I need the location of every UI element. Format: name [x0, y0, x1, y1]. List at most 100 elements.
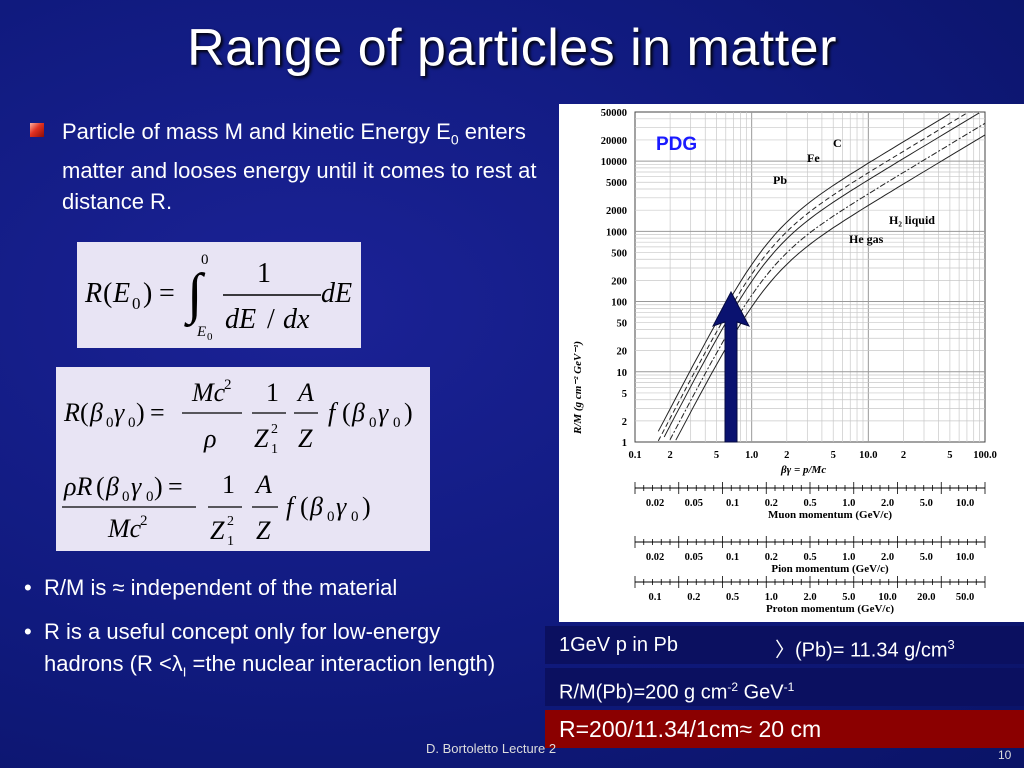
svg-text:0: 0	[207, 331, 213, 343]
momentum-axis-label: Muon momentum (GeV/c)	[768, 509, 892, 521]
curve-h2	[669, 122, 986, 441]
svg-text:0: 0	[146, 489, 154, 505]
svg-text:γ: γ	[114, 398, 125, 427]
svg-text:(: (	[342, 398, 351, 427]
svg-text:γ: γ	[131, 472, 142, 501]
momentum-tick-label: 0.1	[648, 592, 661, 603]
svg-text:β: β	[105, 472, 119, 501]
x-tick-label: 2	[784, 450, 789, 461]
svg-text:∫: ∫	[184, 263, 206, 328]
momentum-tick-label: 1.0	[765, 592, 778, 603]
svg-text:2: 2	[227, 514, 234, 529]
svg-text:β: β	[309, 492, 323, 521]
svg-text:): )	[362, 492, 371, 521]
curve-c	[663, 112, 980, 438]
svg-text:2: 2	[271, 422, 278, 437]
momentum-tick-label: 2.0	[881, 498, 894, 509]
y-tick-label: 1	[622, 438, 627, 449]
momentum-tick-label: 10.0	[878, 592, 896, 603]
svg-text:(: (	[80, 398, 89, 427]
svg-text:ρ: ρ	[203, 424, 216, 453]
svg-text:E: E	[196, 324, 206, 340]
bullet-material-independence: • R/M is ≈ independent of the material	[24, 572, 534, 604]
x-tick-label: 5	[714, 450, 719, 461]
momentum-tick-label: 0.5	[803, 552, 816, 563]
svg-text:dE: dE	[225, 304, 256, 335]
svg-text:=: =	[150, 398, 165, 427]
svg-text:dE: dE	[321, 278, 352, 309]
calc-row-label: 1GeV p in Pb	[559, 634, 678, 656]
momentum-tick-label: 0.02	[646, 552, 664, 563]
svg-text:(: (	[300, 492, 309, 521]
bullet-text-1: Particle of mass M and kinetic Energy E	[62, 119, 451, 144]
svg-text:=: =	[159, 278, 175, 309]
y-tick-label: 50000	[601, 108, 627, 119]
svg-text:): )	[136, 398, 145, 427]
svg-text:2: 2	[140, 513, 148, 529]
svg-text:ρR: ρR	[63, 472, 92, 501]
curve-label: He gas	[849, 232, 884, 246]
curve-fe	[657, 112, 968, 442]
y-tick-label: 200	[611, 276, 627, 287]
y-tick-label: 20000	[601, 136, 627, 147]
x-tick-label: 0.1	[628, 450, 641, 461]
y-tick-label: 500	[611, 248, 627, 259]
main-bullet: Particle of mass M and kinetic Energy E0…	[30, 116, 550, 217]
svg-text:Z: Z	[210, 516, 225, 545]
svg-text:2: 2	[224, 377, 232, 393]
y-tick-label: 10000	[601, 157, 627, 168]
svg-text:Z: Z	[298, 424, 313, 453]
momentum-tick-label: 5.0	[920, 498, 933, 509]
svg-text:Z: Z	[256, 516, 271, 545]
momentum-axis-label: Proton momentum (GeV/c)	[766, 603, 894, 615]
x-axis-label: βγ = p/Mc	[780, 464, 826, 476]
pdg-label: PDG	[656, 134, 697, 155]
bullet-text: R/M is ≈ independent of the material	[44, 575, 398, 600]
svg-text:β: β	[89, 398, 103, 427]
momentum-tick-label: 2.0	[803, 592, 816, 603]
y-tick-label: 2	[622, 417, 627, 428]
momentum-tick-label: 10.0	[956, 498, 974, 509]
momentum-tick-label: 0.02	[646, 498, 664, 509]
svg-text:0: 0	[106, 415, 114, 431]
momentum-tick-label: 0.2	[687, 592, 700, 603]
svg-text:R: R	[63, 398, 80, 427]
svg-text:A: A	[254, 470, 272, 499]
momentum-tick-label: 1.0	[842, 498, 855, 509]
svg-text:Mc: Mc	[191, 378, 226, 407]
x-tick-label: 2	[901, 450, 906, 461]
y-tick-label: 1000	[606, 227, 627, 238]
svg-text:γ: γ	[336, 492, 347, 521]
x-tick-label: 5	[947, 450, 952, 461]
bullet-dot-icon: •	[24, 619, 32, 644]
x-tick-label: 5	[831, 450, 836, 461]
momentum-tick-label: 10.0	[956, 552, 974, 563]
curve-label: Pb	[773, 173, 787, 187]
momentum-tick-label: 5.0	[920, 552, 933, 563]
momentum-tick-label: 0.2	[765, 498, 778, 509]
svg-text:(: (	[96, 472, 105, 501]
svg-text:Z: Z	[254, 424, 269, 453]
momentum-tick-label: 5.0	[842, 592, 855, 603]
momentum-tick-label: 0.5	[726, 592, 739, 603]
x-tick-label: 2	[667, 450, 672, 461]
y-tick-label: 50	[617, 319, 628, 330]
svg-text:0: 0	[351, 509, 359, 525]
svg-text:(: (	[103, 278, 112, 309]
svg-text:0: 0	[201, 252, 209, 268]
bullet-text-2: enters matter and looses energy until it…	[62, 119, 537, 215]
range-plot: PDG R/M (g cm⁻² GeV⁻¹) βγ = p/Mc 50000 20…	[559, 104, 1024, 622]
svg-text:0: 0	[128, 415, 136, 431]
bullet-text-a: R is a useful concept only for low-energ…	[44, 619, 441, 676]
momentum-tick-label: 1.0	[842, 552, 855, 563]
calc-row-result: R=200/11.34/1cm≈ 20 cm	[545, 710, 1024, 748]
momentum-axis-label: Pion momentum (GeV/c)	[771, 563, 889, 575]
svg-text:): )	[143, 278, 152, 309]
svg-text:f: f	[328, 398, 339, 427]
y-tick-label: 5000	[606, 178, 627, 189]
bullet-low-energy-hadrons: • R is a useful concept only for low-ene…	[24, 616, 504, 688]
plot-frame	[634, 111, 986, 443]
svg-text:β: β	[351, 398, 365, 427]
x-tick-label: 100.0	[973, 450, 997, 461]
